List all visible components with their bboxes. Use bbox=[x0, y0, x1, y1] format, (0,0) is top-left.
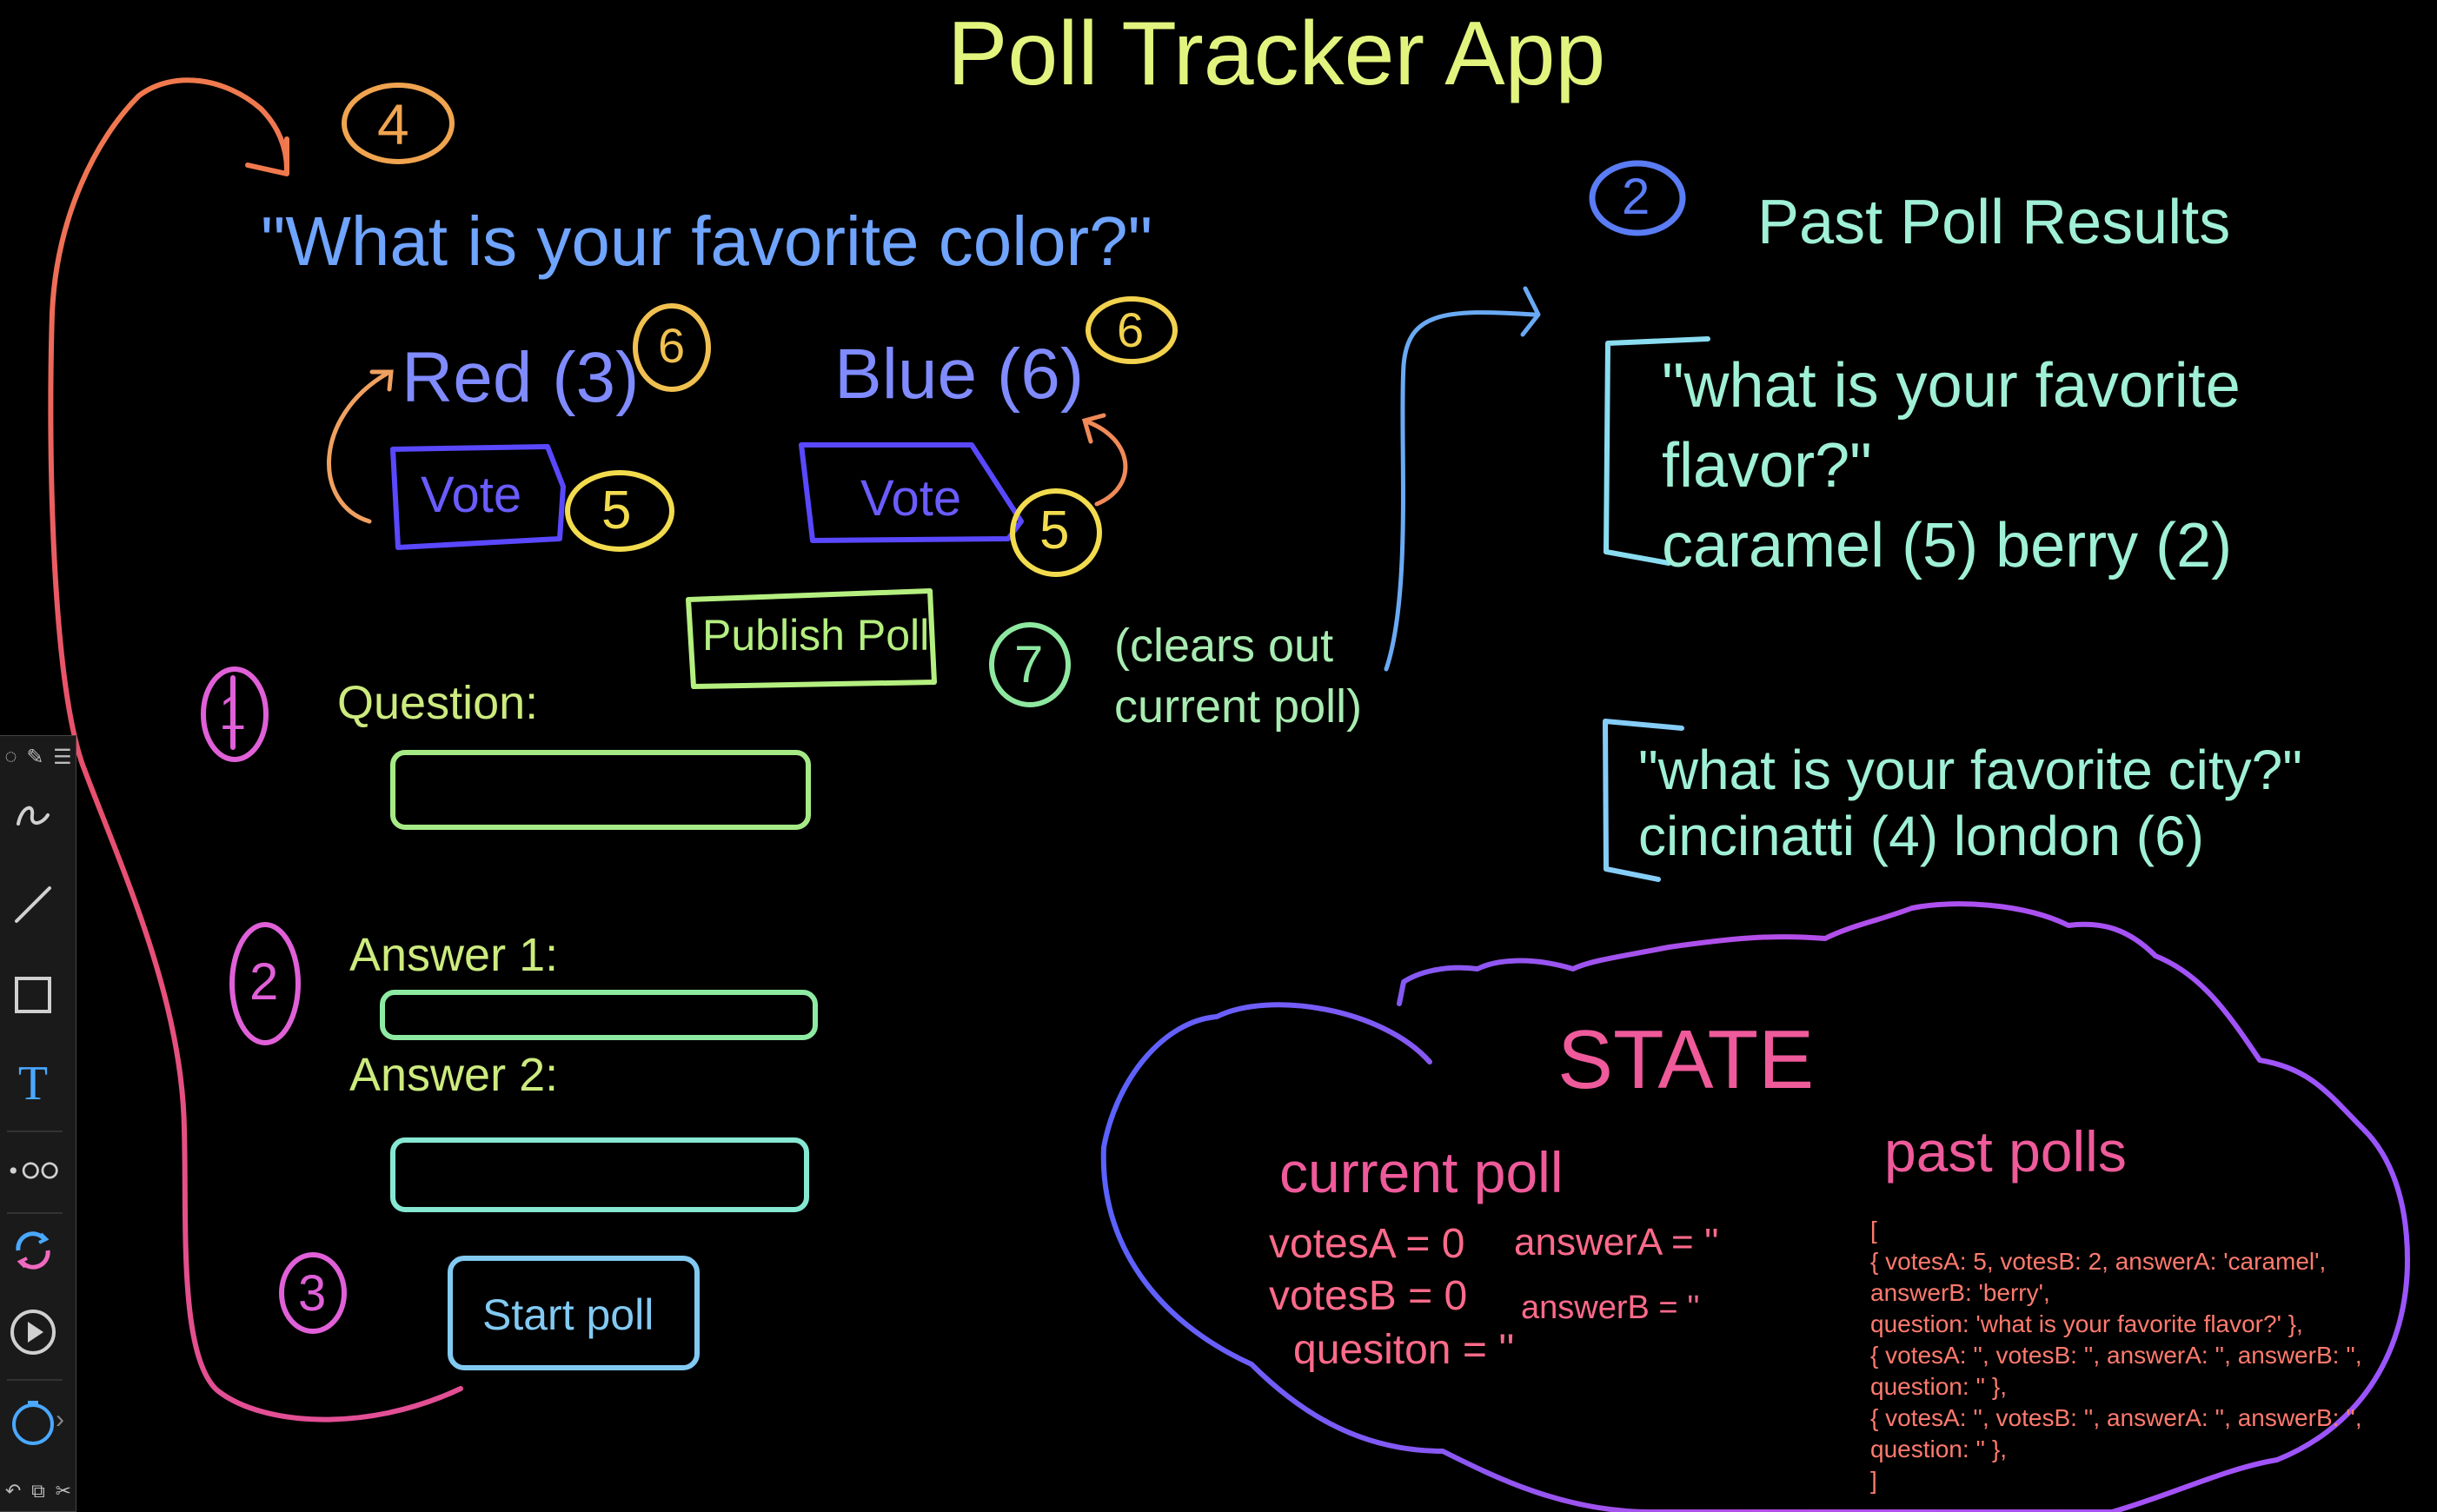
code-line: [ bbox=[1870, 1217, 1877, 1243]
question-label: Question: bbox=[337, 677, 539, 729]
step-marker-7 bbox=[989, 622, 1071, 707]
answer1-label: Answer 1: bbox=[349, 929, 559, 981]
step-number-5-blue: 5 bbox=[1039, 501, 1070, 560]
pen-settings-icon[interactable]: ✎ bbox=[26, 745, 44, 769]
step-marker-5-red bbox=[565, 470, 674, 552]
text-icon[interactable]: T bbox=[17, 1057, 49, 1111]
code-line: question: 'what is your favorite flavor?… bbox=[1870, 1310, 2303, 1337]
step-number-6-red: 6 bbox=[658, 318, 686, 373]
step-number-5-red: 5 bbox=[601, 481, 632, 540]
drawing-toolbar: ◌ ✎ ☰ T › ↶ ⧉ ✂ bbox=[0, 735, 76, 1512]
step-marker-4 bbox=[342, 83, 455, 164]
step-number-7: 7 bbox=[1014, 635, 1044, 693]
start-poll-outline bbox=[448, 1256, 700, 1370]
code-line: answerB: 'berry', bbox=[1870, 1279, 2050, 1306]
code-line: question: '' }, bbox=[1870, 1373, 2008, 1400]
vote-button-b[interactable]: Vote bbox=[860, 470, 962, 527]
flow-arrowhead-red bbox=[369, 369, 394, 392]
state-votesB: votesB = 0 bbox=[1269, 1273, 1468, 1319]
step-number-2-form: 2 bbox=[249, 952, 279, 1011]
undo-icon[interactable]: ↶ bbox=[4, 1480, 22, 1502]
flow-arrowhead-past bbox=[1520, 286, 1541, 337]
state-past-heading: past polls bbox=[1884, 1119, 2127, 1184]
step-number-3: 3 bbox=[298, 1265, 327, 1322]
scissors-icon[interactable]: ✂ bbox=[55, 1480, 72, 1502]
step-marker-2-form bbox=[229, 922, 301, 1045]
poll-question: "What is your favorite color?" bbox=[261, 202, 1153, 280]
past-result-1-answers: caramel (5) berry (2) bbox=[1662, 511, 2233, 580]
connector-icon[interactable] bbox=[7, 1144, 59, 1197]
app-title: Poll Tracker App bbox=[947, 3, 1606, 104]
question-input[interactable] bbox=[400, 759, 801, 820]
step-number-6-blue: 6 bbox=[1117, 302, 1145, 357]
answer1-input[interactable] bbox=[389, 998, 808, 1032]
toolbar-top-row: ◌ ✎ ☰ bbox=[0, 741, 76, 773]
past-result-1-bracket bbox=[1604, 336, 1710, 566]
color-cycle-icon[interactable] bbox=[7, 1224, 59, 1277]
state-cloud-outline bbox=[1100, 901, 2410, 1512]
code-line: { votesA: 5, votesB: 2, answerA: 'carame… bbox=[1870, 1248, 2327, 1275]
answer2-input[interactable] bbox=[400, 1147, 800, 1203]
state-votesA: votesA = 0 bbox=[1269, 1221, 1465, 1267]
flow-arrow-publish-to-past bbox=[1384, 310, 1537, 672]
flow-arrowhead-blue bbox=[1081, 413, 1106, 444]
publish-box-outline bbox=[686, 588, 937, 689]
answer2-label: Answer 2: bbox=[349, 1049, 559, 1101]
answer-b-label: Blue (6) bbox=[834, 335, 1085, 414]
state-answerB: answerB = '' bbox=[1521, 1290, 1700, 1326]
play-icon[interactable] bbox=[7, 1306, 59, 1358]
flow-arrow-vote-red bbox=[327, 371, 389, 524]
code-line: { votesA: '', votesB: '', answerA: '', a… bbox=[1870, 1342, 2362, 1369]
state-title: STATE bbox=[1557, 1013, 1815, 1106]
past-result-2-bracket bbox=[1603, 719, 1684, 882]
answer1-input-outline bbox=[380, 990, 818, 1040]
code-line: question: '' }, bbox=[1870, 1436, 2008, 1462]
code-line: ] bbox=[1870, 1467, 1877, 1494]
answer-a-label: Red (3) bbox=[402, 338, 640, 417]
past-result-2-question: "what is your favorite city?" bbox=[1638, 739, 2302, 801]
chevron-right-icon[interactable]: › bbox=[56, 1405, 64, 1434]
step-marker-6-red bbox=[633, 303, 711, 392]
state-question: quesiton = '' bbox=[1293, 1327, 1515, 1373]
past-result-1-question-line1: "what is your favorite bbox=[1662, 351, 2241, 421]
pen-icon[interactable] bbox=[7, 792, 59, 844]
past-result-1-question-line2: flavor?" bbox=[1662, 431, 1872, 501]
question-input-outline bbox=[390, 750, 811, 830]
toolbar-bottom-row: ↶ ⧉ ✂ bbox=[0, 1476, 76, 1506]
step-marker-1 bbox=[201, 666, 269, 762]
rectangle-icon[interactable] bbox=[7, 969, 59, 1021]
line-icon[interactable] bbox=[7, 879, 59, 931]
timer-icon[interactable] bbox=[7, 1396, 59, 1449]
state-past-code: [ { votesA: 5, votesB: 2, answerA: 'cara… bbox=[1870, 1215, 2362, 1496]
code-line: { votesA: '', votesB: '', answerA: '', a… bbox=[1870, 1404, 2362, 1431]
state-answerA: answerA = '' bbox=[1514, 1221, 1719, 1263]
past-result-2-answers: cincinatti (4) london (6) bbox=[1638, 805, 2204, 867]
copy-icon[interactable]: ⧉ bbox=[31, 1480, 45, 1502]
step-marker-3 bbox=[279, 1252, 347, 1334]
flow-arrowhead-question bbox=[245, 136, 289, 176]
publish-note-line2: current poll) bbox=[1114, 680, 1363, 733]
step-number-2-past: 2 bbox=[1622, 169, 1650, 225]
flow-arrow-vote-blue bbox=[1084, 419, 1128, 507]
answer2-input-outline bbox=[390, 1137, 809, 1212]
lasso-icon[interactable]: ◌ bbox=[4, 745, 17, 768]
state-current-heading: current poll bbox=[1279, 1140, 1564, 1204]
start-poll-button[interactable]: Start poll bbox=[482, 1290, 654, 1339]
step-number-1: 1 bbox=[219, 685, 247, 739]
vote-box-red-outline bbox=[390, 444, 566, 550]
step-number-4: 4 bbox=[377, 92, 409, 156]
publish-poll-button[interactable]: Publish Poll bbox=[702, 611, 930, 660]
step-marker-2-past bbox=[1589, 160, 1686, 236]
menu-icon[interactable]: ☰ bbox=[53, 745, 72, 769]
step-marker-6-blue bbox=[1086, 296, 1178, 364]
step-marker-5-blue bbox=[1010, 488, 1102, 577]
vote-button-a[interactable]: Vote bbox=[421, 467, 522, 523]
past-results-heading: Past Poll Results bbox=[1757, 188, 2231, 257]
publish-note-line1: (clears out bbox=[1114, 620, 1334, 672]
